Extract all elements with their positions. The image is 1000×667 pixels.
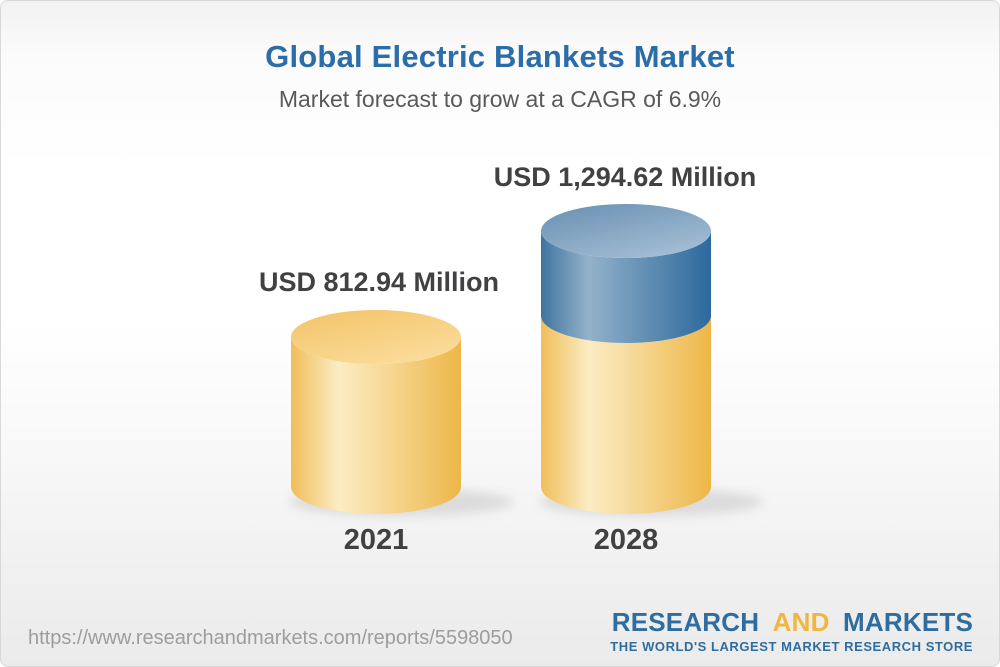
page-subtitle: Market forecast to grow at a CAGR of 6.9… [278,86,722,112]
value-label-2021: USD 812.94 Million [258,267,500,297]
cylinder-2028 [541,204,711,514]
category-label-2028: 2028 [593,524,659,556]
logo-wordmark: RESEARCH AND MARKETS [610,606,973,637]
cylinder-2021 [291,310,461,514]
cylinder-2028-growth-body [541,231,711,343]
logo-word-markets: MARKETS [843,606,973,637]
logo-word-and: AND [772,606,830,637]
value-label-2028: USD 1,294.62 Million [493,162,757,192]
cylinder-2021-top [291,310,461,364]
cylinder-2021-body [291,337,461,514]
logo-tagline: THE WORLD'S LARGEST MARKET RESEARCH STOR… [610,639,973,654]
cylinder-2028-top [541,204,711,258]
category-label-2021: 2021 [343,524,409,556]
cylinder-2028-base-body [541,316,711,514]
logo-word-research: RESEARCH [611,606,760,637]
report-url: https://www.researchandmarkets.com/repor… [28,627,513,649]
page-title: Global Electric Blankets Market [265,39,735,74]
research-and-markets-logo: RESEARCH AND MARKETS THE WORLD'S LARGEST… [610,606,973,654]
